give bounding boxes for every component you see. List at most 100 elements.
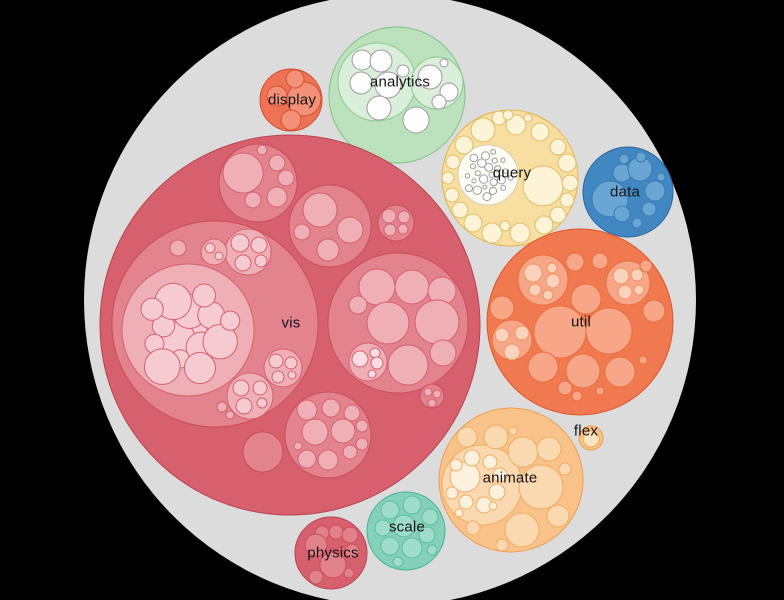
pack-circle: [464, 184, 473, 193]
pack-circle: [202, 324, 238, 360]
pack-circle: [235, 397, 253, 415]
pack-circle: [505, 114, 527, 136]
pack-circle: [536, 436, 562, 462]
pack-circle: [232, 379, 250, 397]
pack-circle: [483, 424, 509, 450]
label-analytics: analytics: [370, 74, 430, 91]
pack-circle: [499, 220, 511, 232]
pack-circle: [591, 252, 609, 270]
pack-circle: [308, 569, 324, 585]
pack-circle: [263, 348, 303, 388]
pack-circle: [559, 192, 575, 208]
pack-circle: [351, 350, 369, 368]
pack-circle: [507, 175, 514, 181]
pack-circle: [355, 437, 369, 451]
pack-circle: [463, 213, 483, 233]
pack-circle: [192, 283, 217, 308]
pack-circle: [482, 454, 498, 470]
pack-circle: [439, 58, 449, 68]
pack-circle: [421, 508, 439, 526]
pack-circle: [383, 223, 397, 237]
pack-circle: [496, 175, 506, 185]
pack-circle: [612, 267, 630, 285]
pack-circle: [216, 401, 228, 413]
pack-circle: [418, 526, 436, 544]
pack-circle: [374, 519, 392, 537]
label-animate: animate: [483, 470, 538, 487]
pack-circle: [504, 512, 540, 548]
pack-circle: [617, 284, 633, 300]
pack-circle: [344, 543, 360, 559]
pack-circle: [321, 398, 341, 418]
pack-circle: [285, 69, 305, 89]
pack-circle: [296, 399, 318, 421]
pack-circle: [509, 222, 531, 244]
pack-circle: [367, 369, 377, 379]
pack-circle: [571, 390, 583, 402]
pack-circle: [293, 223, 311, 241]
pack-circle: [630, 268, 644, 282]
pack-circle: [549, 138, 567, 156]
pack-circle: [370, 356, 384, 370]
pack-circle: [402, 495, 422, 515]
pack-circle: [465, 520, 481, 536]
label-display: display: [268, 92, 316, 109]
pack-circle: [427, 398, 437, 408]
pack-circle: [470, 117, 496, 143]
pack-circle: [242, 431, 284, 473]
pack-circle: [518, 464, 564, 510]
pack-circle: [254, 254, 268, 268]
pack-circle: [494, 327, 510, 343]
pack-circle: [377, 204, 415, 242]
pack-circle: [618, 153, 630, 165]
pack-circle: [169, 239, 187, 257]
pack-circle: [392, 514, 416, 538]
pack-circle: [319, 551, 347, 579]
pack-circle: [490, 148, 497, 155]
pack-circle: [225, 410, 235, 420]
pack-circle: [523, 113, 533, 123]
pack-circle: [458, 494, 474, 510]
pack-circle: [523, 263, 543, 283]
pack-circle: [302, 192, 338, 228]
pack-circle: [423, 387, 433, 397]
pack-circle: [585, 307, 633, 355]
pack-circle: [429, 339, 457, 367]
pack-circle: [426, 544, 438, 556]
label-flex: flex: [574, 423, 598, 440]
pack-circle: [639, 259, 653, 273]
pack-circle: [565, 252, 585, 272]
pack-circle: [280, 109, 302, 131]
pack-circle: [214, 251, 224, 261]
pack-circle: [144, 348, 181, 385]
pack-circle: [226, 372, 274, 420]
pack-circle: [488, 501, 498, 511]
pack-circle: [463, 449, 481, 467]
pack-circle: [641, 201, 657, 217]
pack-circle: [432, 389, 442, 399]
pack-circle: [471, 178, 477, 184]
pack-circle: [604, 356, 636, 388]
pack-circle: [414, 299, 460, 345]
pack-circle: [343, 404, 361, 422]
pack-circle: [431, 94, 447, 110]
pack-circle: [355, 419, 369, 433]
pack-circle: [204, 242, 216, 254]
pack-circle: [633, 284, 645, 296]
pack-circle: [252, 380, 268, 396]
label-scale: scale: [389, 519, 425, 536]
pack-circle: [284, 356, 298, 370]
pack-circle: [557, 380, 573, 396]
pack-circle: [480, 151, 491, 161]
pack-circle: [230, 233, 250, 253]
pack-circle: [444, 187, 460, 203]
pack-circle: [561, 174, 579, 192]
pack-circle: [256, 144, 268, 156]
pack-circle: [304, 533, 328, 557]
pack-circle: [494, 165, 502, 173]
pack-circle: [271, 370, 285, 384]
pack-circle: [397, 210, 411, 224]
pack-circle: [454, 508, 464, 518]
